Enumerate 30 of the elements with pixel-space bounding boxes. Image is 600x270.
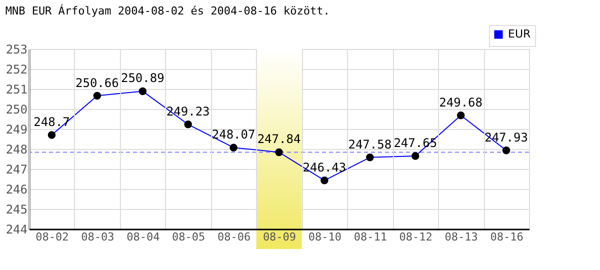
data-label: 246.43 [302, 160, 346, 174]
y-tick-label: 249 [6, 122, 28, 136]
y-tick-label: 244 [6, 222, 28, 236]
data-label: 247.58 [348, 137, 392, 152]
y-tick-label: 251 [6, 82, 28, 96]
x-tick-label: 08-02 [36, 230, 69, 244]
y-tick-label: 246 [6, 182, 28, 196]
x-tick-label: 08-06 [217, 230, 251, 244]
x-tick-label: 08-10 [308, 230, 342, 244]
x-tick-label: 08-03 [81, 230, 114, 244]
x-tick-label: 08-11 [354, 230, 387, 244]
x-tick-label: 08-13 [444, 230, 478, 244]
y-tick-label: 250 [6, 102, 28, 116]
data-label: 250.89 [120, 71, 164, 86]
data-label: 249.68 [439, 95, 482, 110]
data-label: 248.07 [212, 128, 256, 142]
x-tick-label: 08-04 [126, 230, 160, 244]
chart-title: MNB EUR Árfolyam 2004-08-02 és 2004-08-16 között. [5, 4, 330, 18]
data-label: 250.66 [76, 76, 119, 90]
legend-label: EUR [508, 28, 531, 40]
y-tick-label: 253 [6, 42, 28, 56]
x-tick-label: 08-05 [172, 230, 206, 244]
y-tick-label: 247 [6, 162, 28, 176]
y-tick-label: 245 [6, 202, 28, 216]
y-tick-label: 248 [6, 142, 28, 156]
data-label: 247.84 [257, 132, 301, 146]
y-tick-label: 252 [6, 62, 28, 76]
x-tick-label: 08-09 [262, 230, 296, 244]
x-tick-label: 08-16 [490, 230, 524, 244]
x-tick-label: 08-12 [399, 230, 432, 244]
